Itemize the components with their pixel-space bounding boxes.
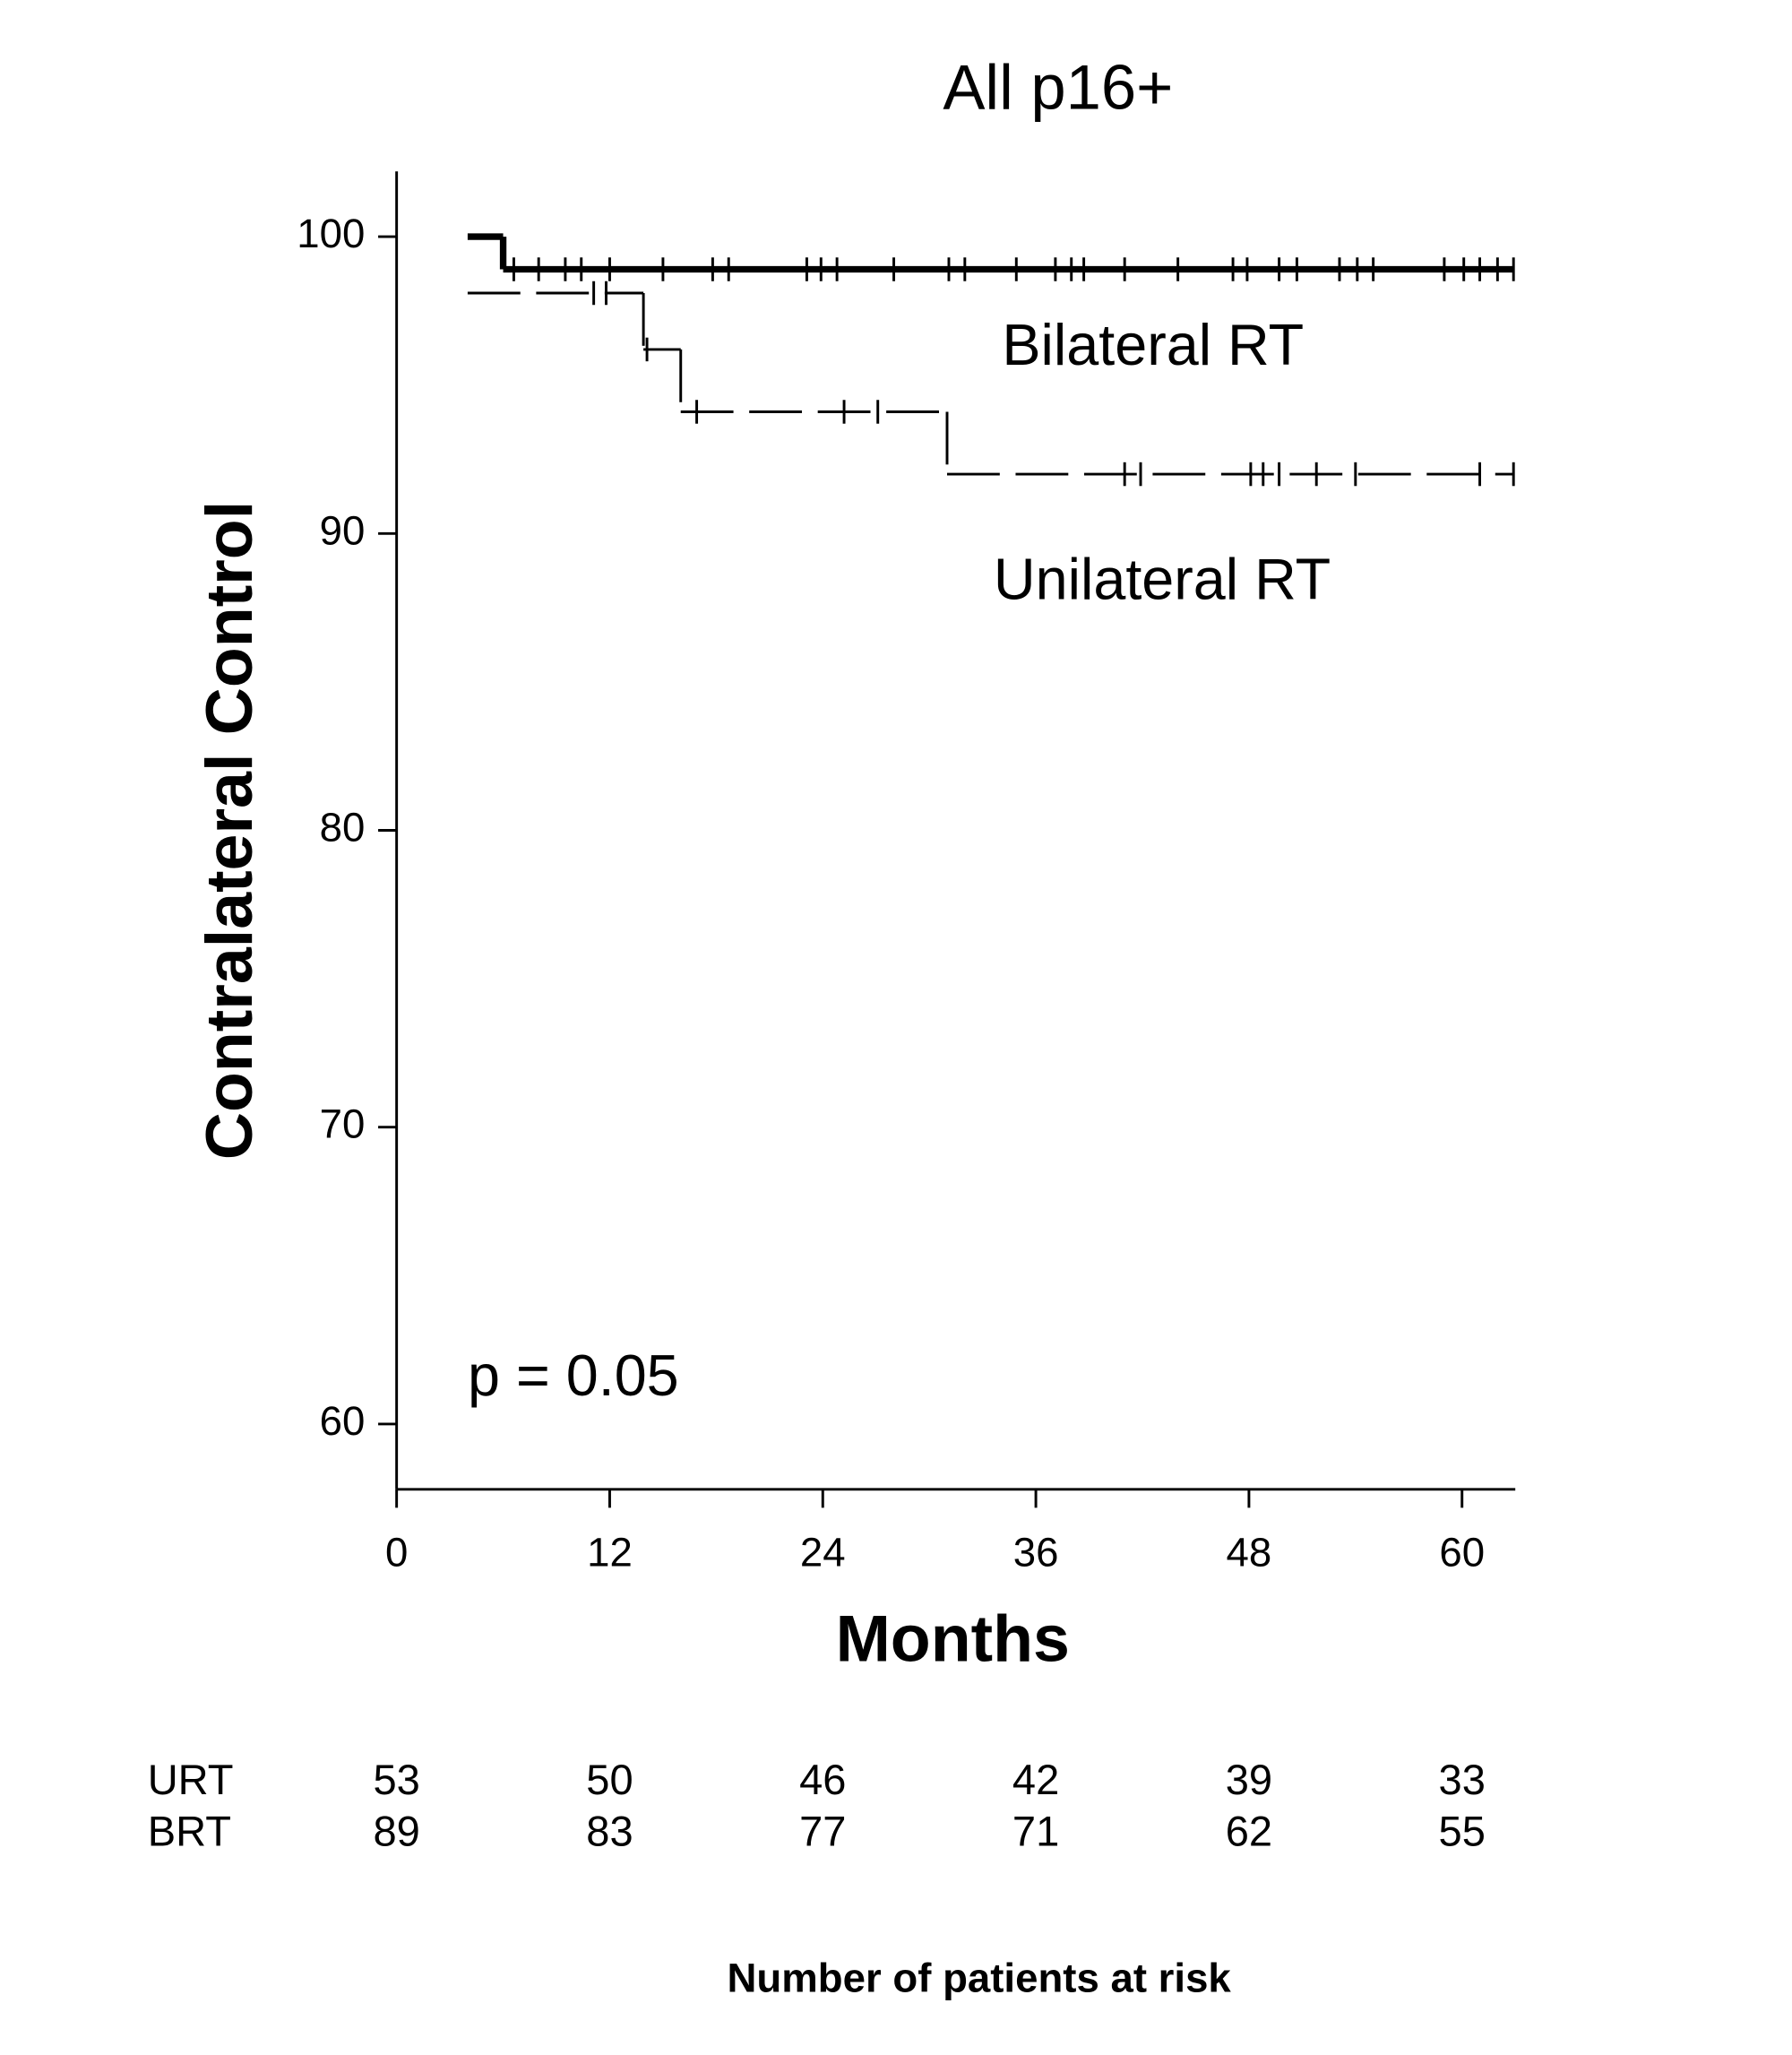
x-tick-label: 36: [1013, 1529, 1059, 1575]
x-tick-label: 24: [800, 1529, 846, 1575]
risk-value: 42: [1012, 1756, 1059, 1803]
y-tick-label: 60: [320, 1398, 366, 1444]
y-tick-label: 70: [320, 1101, 366, 1147]
x-axis-label: Months: [836, 1601, 1070, 1675]
y-tick-label: 100: [297, 211, 365, 256]
risk-value: 89: [373, 1808, 419, 1855]
chart-title: All p16+: [943, 52, 1173, 123]
risk-value: 83: [586, 1808, 633, 1855]
series-label: Bilateral RT: [1002, 312, 1304, 377]
risk-value: 39: [1226, 1756, 1272, 1803]
x-tick-label: 12: [587, 1529, 633, 1575]
risk-value: 53: [373, 1756, 419, 1803]
risk-row-label: URT: [148, 1756, 234, 1803]
risk-value: 62: [1226, 1808, 1272, 1855]
x-tick-label: 48: [1227, 1529, 1272, 1575]
risk-value: 77: [799, 1808, 846, 1855]
risk-row-label: BRT: [148, 1808, 231, 1855]
risk-value: 50: [586, 1756, 633, 1803]
risk-table-title: Number of patients at risk: [728, 1955, 1232, 2000]
y-tick-label: 80: [320, 805, 366, 850]
risk-value: 46: [799, 1756, 846, 1803]
series-label: Unilateral RT: [994, 547, 1331, 612]
y-tick-label: 90: [320, 507, 366, 553]
x-tick-label: 0: [385, 1529, 408, 1575]
risk-value: 33: [1439, 1756, 1486, 1803]
risk-value: 71: [1012, 1808, 1059, 1855]
y-axis-label: Contralateral Control: [192, 501, 266, 1160]
risk-value: 55: [1439, 1808, 1486, 1855]
p-value: p = 0.05: [468, 1343, 679, 1408]
x-tick-label: 60: [1439, 1529, 1485, 1575]
